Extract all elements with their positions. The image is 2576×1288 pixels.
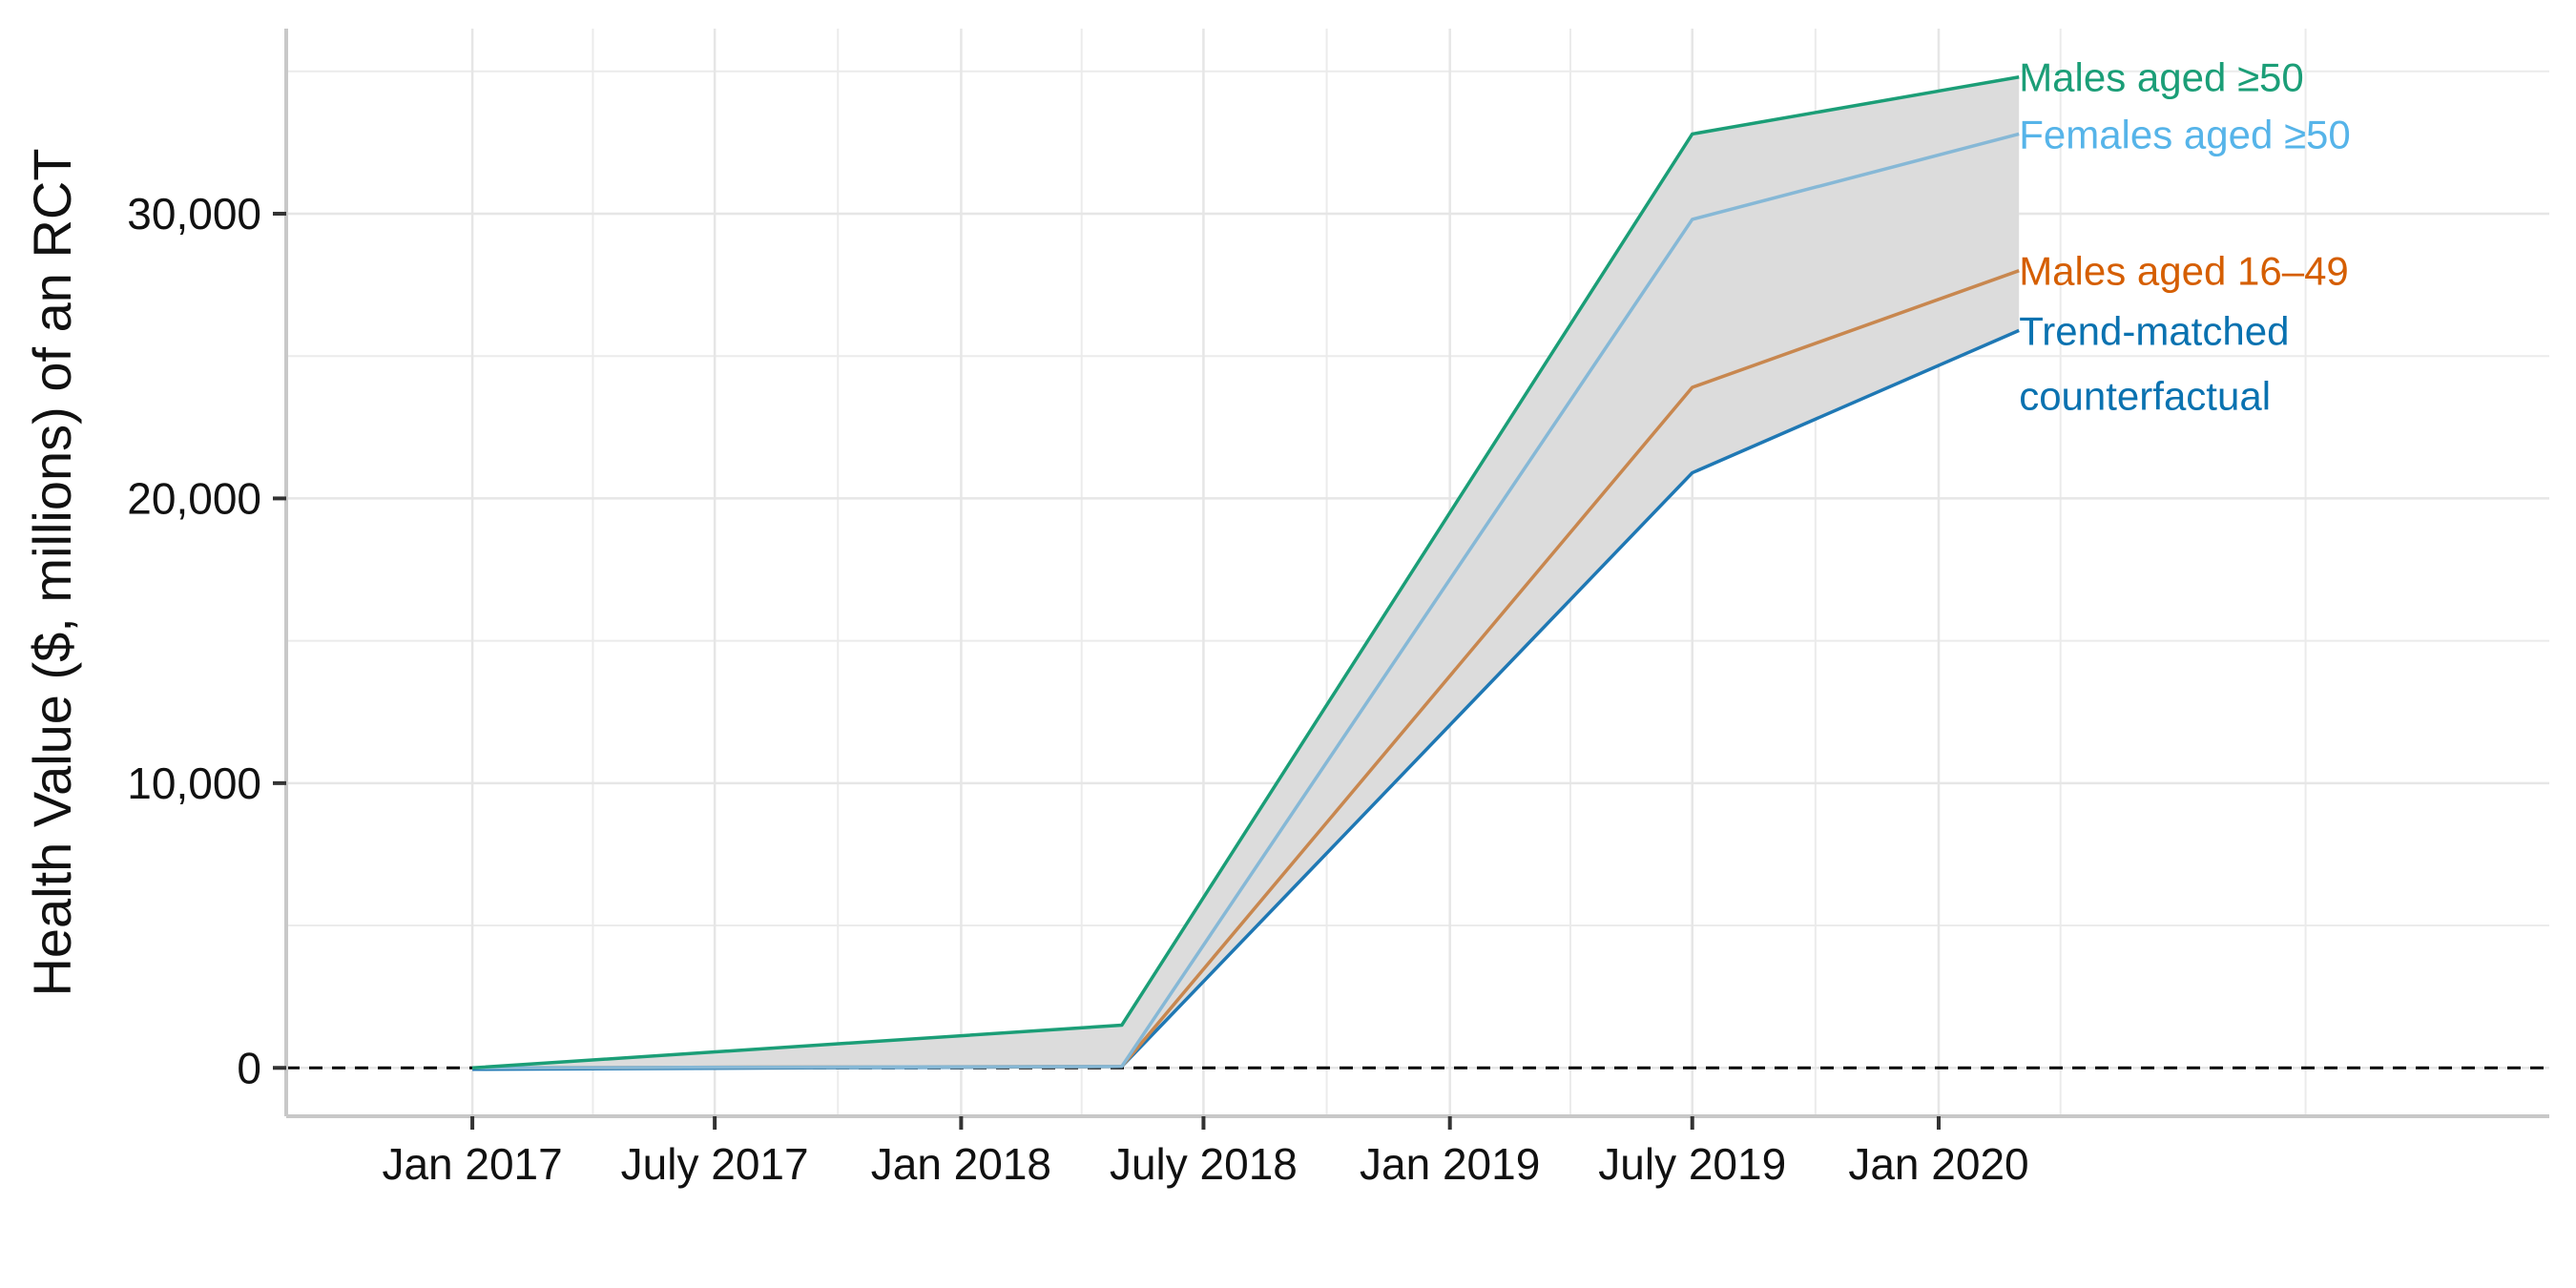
series-label-females-aged-ge50: Females aged ≥50 [2019, 112, 2351, 156]
axes [284, 29, 2549, 1118]
series-labels: Males aged ≥50 Females aged ≥50 Males aged… [2019, 55, 2351, 419]
y-tick-label: 10,000 [127, 758, 261, 808]
series-label-trend-matched-counterfactual: Trend-matched counterfactual [2019, 308, 2289, 418]
y-axis-ticks: 0 10,000 20,000 30,000 [127, 189, 286, 1092]
x-tick-label: Jan 2017 [382, 1139, 562, 1189]
series-layer [471, 75, 2020, 1071]
x-tick-label: July 2019 [1598, 1139, 1786, 1189]
series-label-males-aged-ge50: Males aged ≥50 [2019, 55, 2304, 100]
series-line-trend-matched-counterfactual [472, 328, 2020, 1071]
y-tick-label: 30,000 [127, 189, 261, 239]
shaded-band [472, 76, 2020, 1070]
y-tick-label: 0 [237, 1043, 261, 1092]
series-label-line: Trend-matched [2019, 308, 2289, 353]
series-line-males-aged-ge50 [471, 75, 2020, 1070]
major-gridlines [286, 29, 2549, 1116]
y-tick-label: 20,000 [127, 473, 261, 523]
x-tick-label: Jan 2019 [1360, 1139, 1540, 1189]
band-layer [472, 76, 2020, 1070]
series-label-line: Males aged 16–49 [2019, 249, 2349, 294]
x-tick-label: Jan 2018 [871, 1139, 1051, 1189]
x-tick-label: July 2017 [621, 1139, 809, 1189]
series-label-line: Females aged ≥50 [2019, 112, 2351, 156]
x-tick-label: Jan 2020 [1848, 1139, 2028, 1189]
series-label-line: Males aged ≥50 [2019, 55, 2304, 100]
x-axis-ticks: Jan 2017 July 2017 Jan 2018 July 2018 Jan 20… [382, 1116, 2029, 1189]
series-label-line: counterfactual [2019, 373, 2271, 418]
series-label-males-aged-16-49: Males aged 16–49 [2019, 249, 2349, 294]
series-line-females-aged-ge50 [472, 132, 2020, 1070]
y-axis-title: Health Value ($, millions) of an RCT [22, 148, 82, 996]
x-tick-label: July 2018 [1110, 1139, 1298, 1189]
